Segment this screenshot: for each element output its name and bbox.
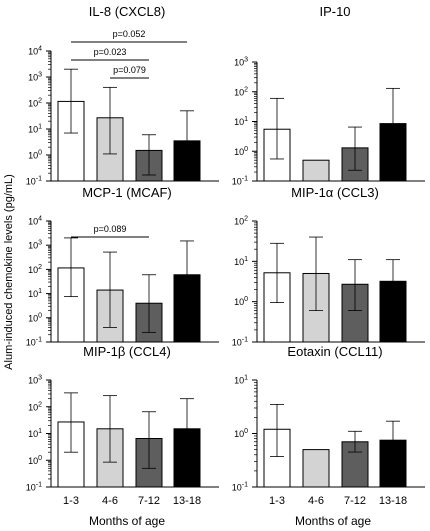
y-tick-label: 10-1: [232, 176, 248, 187]
y-tick-label: 102: [28, 264, 42, 275]
y-tick-label: 102: [28, 401, 42, 412]
bar: [302, 449, 330, 488]
y-tick-label: 101: [234, 375, 248, 386]
y-tick-label: 10-1: [232, 482, 248, 493]
chart-panel: IL-8 (CXCL8) 10-1 100 101 102 103 104 p=0.052 p=…: [26, 4, 219, 187]
panel-title: IL-8 (CXCL8): [89, 4, 166, 19]
x-tick-label: 7-12: [138, 495, 160, 507]
panel-title: MIP-1β (CCL4): [83, 344, 171, 359]
chart-panel: MIP-1β (CCL4) 10-1 100 101 102 103 1-3 4-6 7-12 1…: [26, 344, 219, 507]
y-tick-label: 104: [28, 216, 42, 227]
chart-panels: IL-8 (CXCL8) 10-1 100 101 102 103 104 p=0.052 p=…: [26, 4, 425, 507]
x-tick-label: 7-12: [344, 495, 366, 507]
significance-label: p=0.052: [113, 29, 146, 39]
y-tick-label: 104: [28, 46, 42, 57]
y-tick-label: 101: [234, 116, 248, 127]
y-tick-label: 102: [28, 98, 42, 109]
x-tick-label: 13-18: [173, 495, 201, 507]
x-tick-label: 13-18: [379, 495, 407, 507]
chart-panel: MCP-1 (MCAF) 10-1 100 101 102 103 104 p=0.089: [26, 185, 219, 348]
x-tick-label: 4-6: [308, 495, 324, 507]
y-tick-label: 101: [28, 288, 42, 299]
significance-label: p=0.089: [94, 224, 127, 234]
y-axis-label: Alum-induced chemokine levels (pg/mL): [3, 174, 15, 370]
y-tick-label: 102: [234, 86, 248, 97]
y-tick-label: 101: [28, 428, 42, 439]
y-tick-label: 100: [234, 296, 248, 307]
y-tick-label: 10-1: [26, 176, 42, 187]
significance-label: p=0.023: [94, 47, 127, 57]
chart-panel: MIP-1α (CCL3) 10-1 100 101 102: [232, 185, 425, 348]
x-tick-label: 1-3: [269, 495, 285, 507]
x-axis-label-left: Months of age: [89, 514, 165, 528]
y-tick-label: 102: [234, 216, 248, 227]
panel-title: MCP-1 (MCAF): [82, 185, 172, 200]
y-tick-label: 100: [28, 312, 42, 323]
y-tick-label: 10-1: [26, 482, 42, 493]
y-tick-label: 100: [28, 455, 42, 466]
y-tick-label: 10-1: [232, 337, 248, 348]
y-tick-label: 101: [28, 124, 42, 135]
y-tick-label: 103: [28, 72, 42, 83]
chart-panel: Eotaxin (CCL11) 10-1 100 101 1-3 4-6 7-12 13-18: [232, 344, 425, 507]
bar: [302, 159, 330, 182]
y-tick-label: 10-1: [26, 337, 42, 348]
x-tick-label: 4-6: [102, 495, 118, 507]
y-tick-label: 101: [234, 256, 248, 267]
significance-label: p=0.079: [113, 65, 146, 75]
x-axis-label-right: Months of age: [295, 514, 371, 528]
y-tick-label: 103: [28, 240, 42, 251]
panel-title: MIP-1α (CCL3): [291, 185, 379, 200]
y-tick-label: 100: [28, 150, 42, 161]
panel-title: Eotaxin (CCL11): [287, 344, 382, 359]
panel-title: IP-10: [319, 4, 350, 19]
chart-panel: IP-10 10-1 100 101 102 103: [232, 4, 425, 187]
y-tick-label: 100: [234, 146, 248, 157]
y-tick-label: 103: [234, 57, 248, 68]
y-tick-label: 100: [234, 428, 248, 439]
x-tick-label: 1-3: [63, 495, 79, 507]
y-tick-label: 103: [28, 375, 42, 386]
